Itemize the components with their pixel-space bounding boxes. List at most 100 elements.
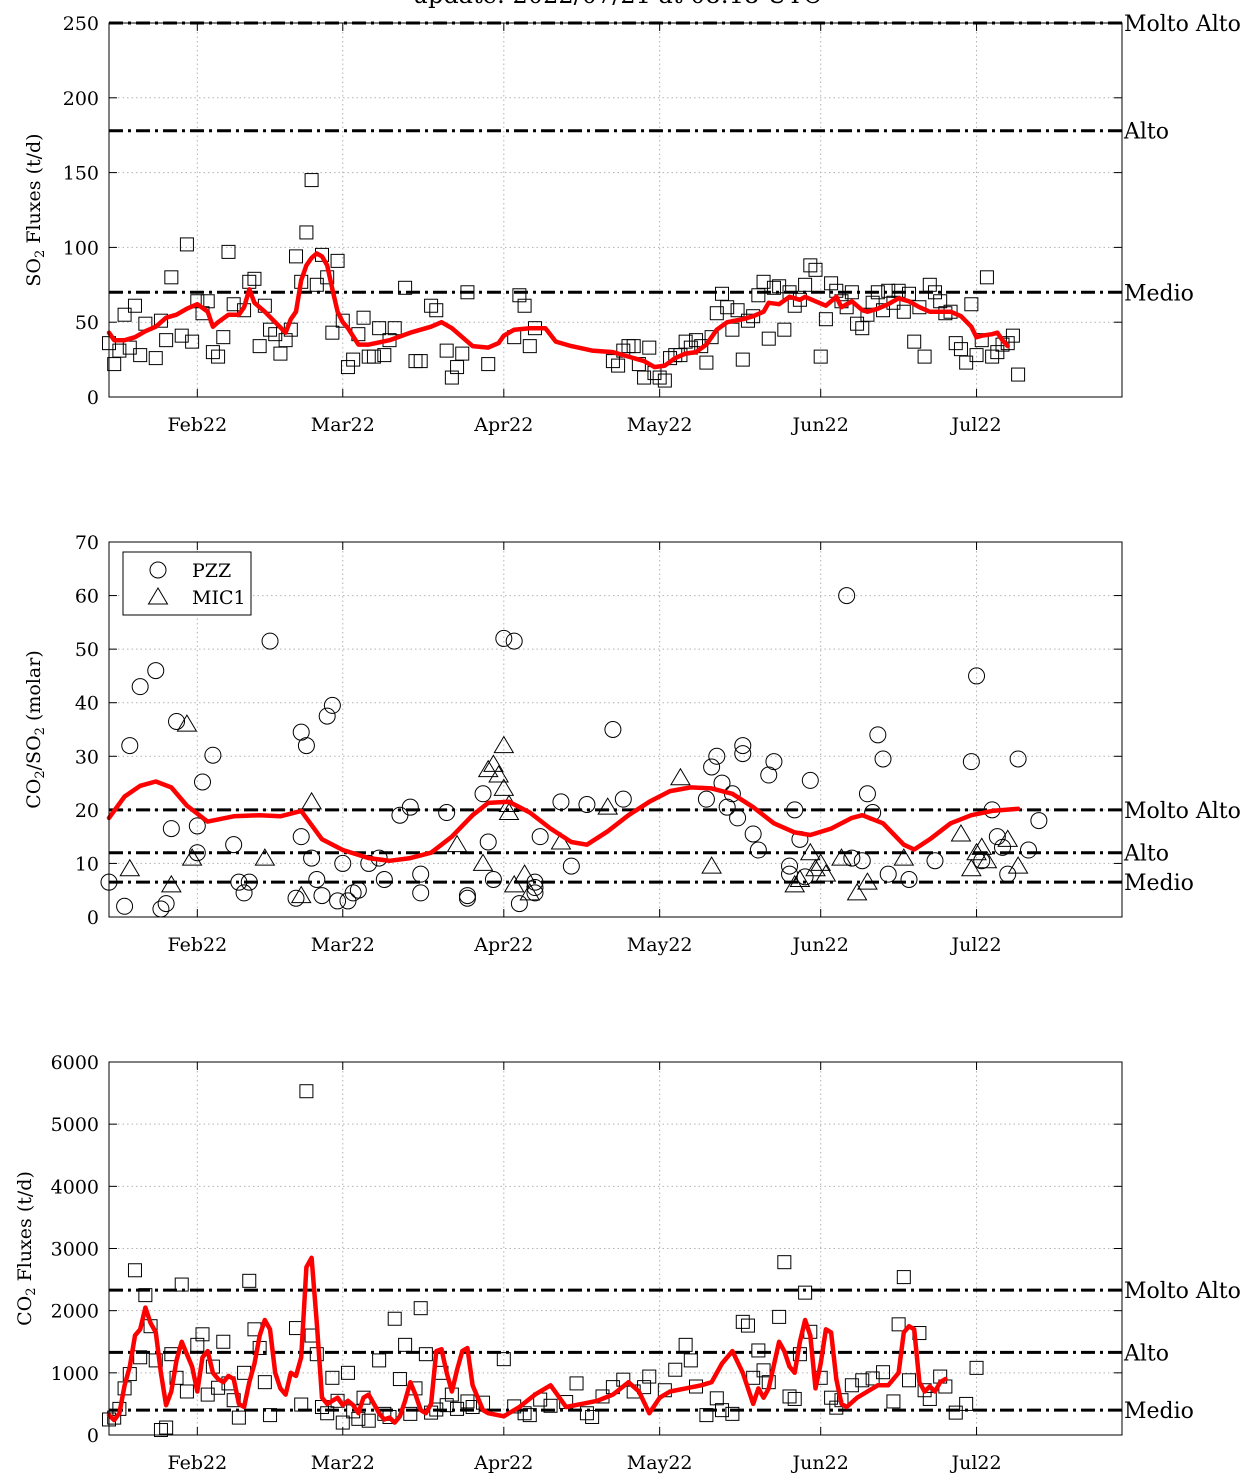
data-point: [597, 797, 619, 815]
series-pzz: [100, 587, 1048, 918]
x-tick-label: Jul22: [949, 414, 1001, 436]
data-point: [320, 1406, 335, 1421]
data-point: [356, 310, 371, 325]
data-point: [824, 1390, 839, 1405]
data-point: [438, 804, 456, 822]
x-tick-label: Jun22: [791, 934, 849, 956]
y-tick-label: 200: [63, 88, 99, 110]
y-tick-label: 20: [75, 800, 99, 822]
label-part: CO: [23, 779, 45, 809]
data-point: [933, 294, 948, 309]
data-point: [339, 892, 357, 910]
data-point: [439, 1398, 454, 1413]
data-point: [287, 889, 305, 907]
data-point: [375, 871, 393, 888]
data-point: [526, 884, 544, 902]
data-point: [971, 837, 993, 855]
subscript: 2: [33, 770, 48, 778]
data-point: [289, 249, 304, 264]
data-point: [292, 723, 310, 741]
data-point: [147, 662, 165, 680]
data-point: [344, 884, 362, 902]
data-point: [517, 298, 532, 313]
data-point: [697, 790, 715, 808]
data-point: [505, 632, 523, 650]
data-point: [230, 873, 248, 891]
data-point: [922, 277, 937, 292]
data-point: [879, 865, 897, 883]
data-point: [1005, 328, 1020, 343]
data-point: [450, 1401, 465, 1416]
data-point: [846, 882, 868, 901]
y-axis-label: CO2/SO2 (molar): [23, 650, 48, 809]
data-point: [704, 330, 719, 345]
data-point: [481, 357, 496, 372]
data-point: [749, 841, 767, 859]
data-point: [637, 370, 652, 385]
legend-triangle-marker: [147, 587, 169, 605]
data-point: [157, 895, 175, 913]
data-point: [133, 348, 148, 363]
data-point: [398, 280, 413, 295]
data-point: [299, 225, 314, 240]
data-point: [301, 791, 322, 810]
data-point: [190, 1337, 205, 1352]
data-point: [179, 1384, 194, 1399]
data-point: [604, 721, 622, 738]
data-point: [740, 1318, 755, 1333]
data-point: [699, 355, 714, 370]
y-tick-label: 250: [63, 13, 99, 35]
data-point: [701, 856, 722, 874]
data-point: [127, 298, 142, 313]
data-point: [254, 848, 276, 866]
data-point: [162, 820, 180, 838]
data-point: [678, 334, 693, 349]
data-point: [479, 833, 497, 851]
data-point: [703, 758, 721, 776]
data-point: [323, 696, 341, 714]
data-point: [304, 173, 319, 188]
data-point: [781, 857, 799, 875]
data-point: [611, 358, 626, 373]
data-point: [907, 334, 922, 349]
data-point: [668, 1362, 683, 1377]
data-point: [261, 632, 279, 650]
y-tick-label: 1000: [51, 1363, 99, 1385]
data-point: [268, 327, 283, 342]
x-tick-label: Mar22: [311, 1452, 375, 1474]
data-point: [979, 270, 994, 285]
data-point: [340, 360, 355, 375]
data-point: [138, 1288, 153, 1303]
data-point: [519, 882, 541, 901]
data-point: [361, 349, 376, 364]
trend-line: [106, 251, 1010, 370]
data-point: [526, 879, 544, 897]
data-point: [855, 1373, 870, 1388]
data-point: [116, 897, 134, 915]
trend-line: [106, 1255, 948, 1425]
data-point: [429, 303, 444, 318]
data-point: [242, 1273, 257, 1288]
data-point: [777, 1255, 792, 1270]
data-point: [1000, 336, 1015, 351]
threshold-label: Molto Alto: [1124, 799, 1241, 824]
data-point: [760, 766, 778, 784]
data-point: [366, 349, 381, 364]
data-point: [896, 304, 911, 319]
data-point: [460, 1394, 475, 1409]
x-tick-label: Jul22: [949, 1452, 1001, 1474]
data-point: [299, 1084, 314, 1099]
data-point: [891, 1317, 906, 1332]
data-point: [988, 828, 1006, 846]
data-point: [330, 253, 345, 268]
data-point: [927, 285, 942, 300]
data-point: [912, 300, 927, 315]
data-point: [153, 313, 168, 328]
data-point: [168, 712, 186, 730]
data-point: [174, 1277, 189, 1292]
data-point: [605, 354, 620, 369]
data-point: [985, 349, 1000, 364]
data-point: [803, 258, 818, 273]
data-point: [860, 307, 875, 322]
data-point: [708, 747, 726, 765]
